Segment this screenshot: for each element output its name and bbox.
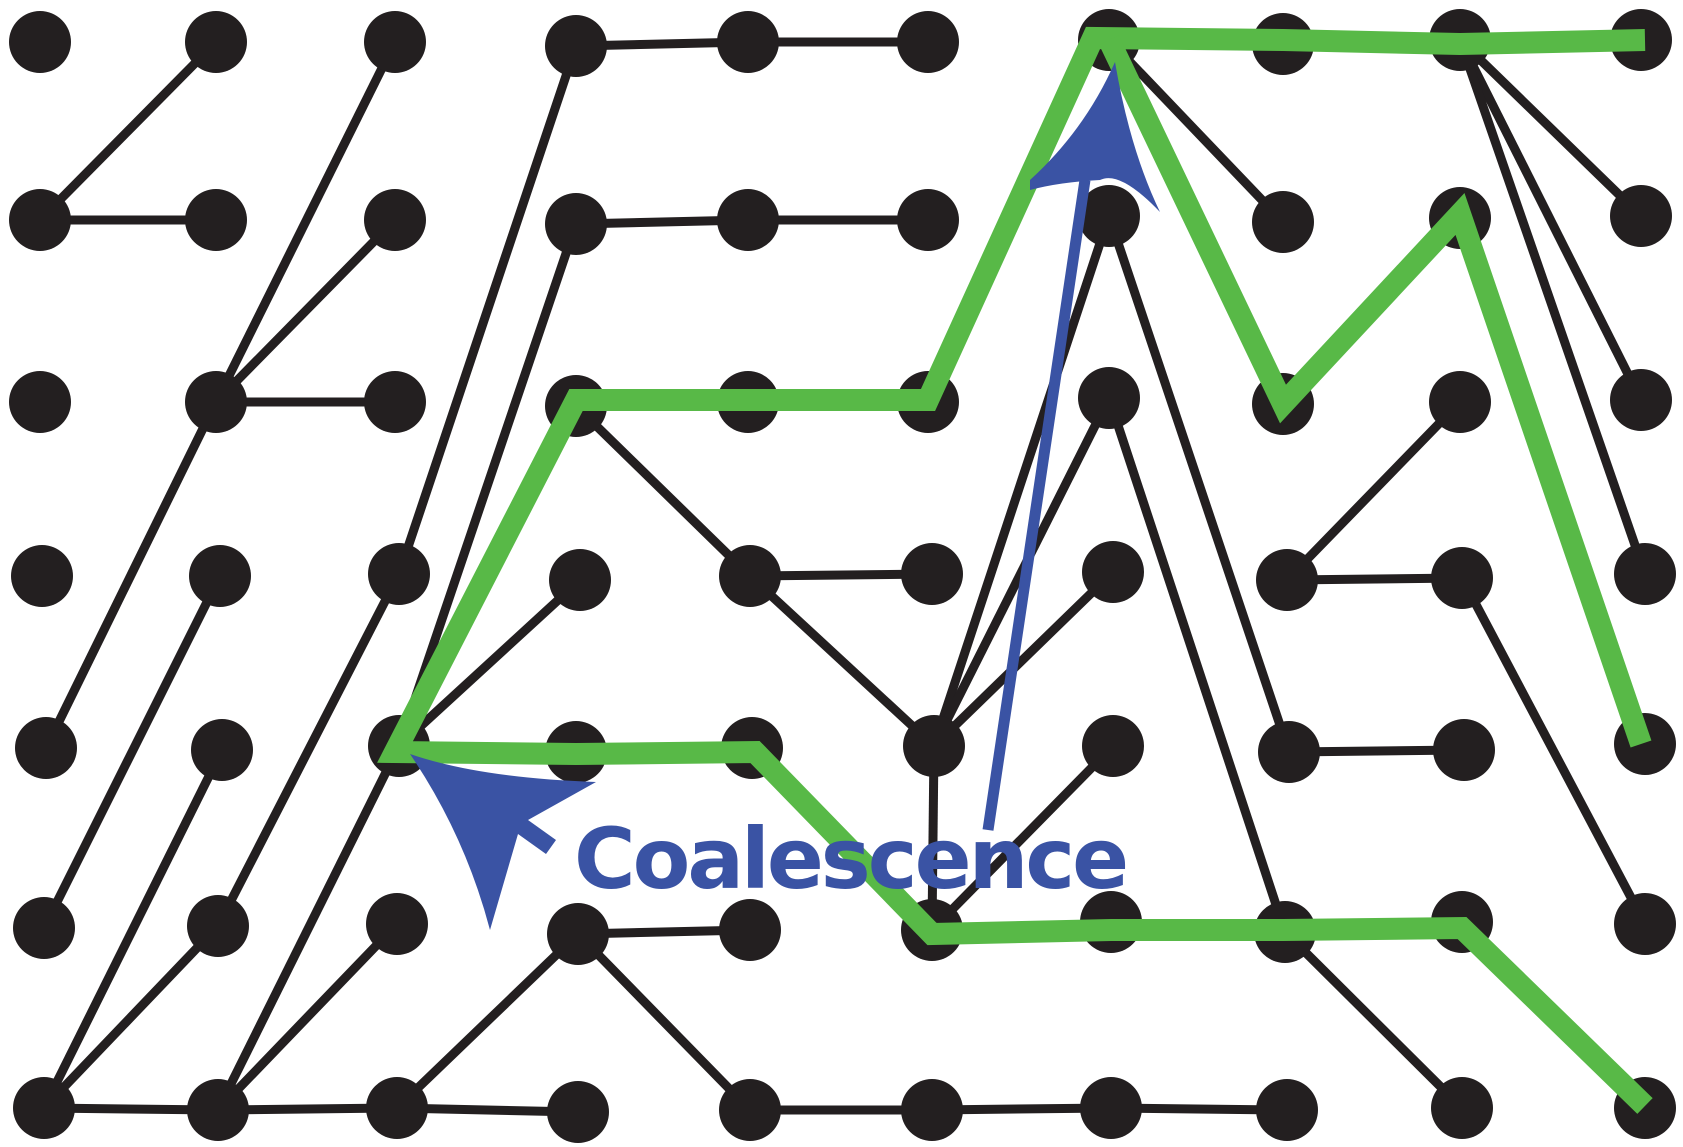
individual-node [1610, 185, 1672, 247]
lineage-edge [40, 922, 222, 1112]
individual-node [903, 715, 965, 777]
individual-node [1258, 721, 1320, 783]
individual-node [13, 897, 75, 959]
individual-node [1433, 719, 1495, 781]
lineage-edge [930, 568, 1117, 750]
coalescence-label: Coalescence [574, 810, 1126, 908]
individual-node [368, 543, 430, 605]
individual-node [1252, 191, 1314, 253]
individual-node [185, 189, 247, 251]
individual-node [545, 15, 607, 77]
individual-node [185, 11, 247, 73]
individual-node [717, 11, 779, 73]
individual-node [1082, 541, 1144, 603]
individual-node [897, 11, 959, 73]
individual-node [901, 1079, 963, 1141]
individual-node [9, 189, 71, 251]
individual-node [1614, 543, 1676, 605]
lineage-edge [212, 216, 399, 406]
lineage-edge [1281, 928, 1466, 1112]
lineage-edge [214, 920, 401, 1114]
lineage-edge [1455, 38, 1650, 576]
lineage-edge [929, 214, 1114, 748]
lineage-edge [39, 573, 225, 931]
lineage-edge [394, 222, 581, 748]
lineage-edge [36, 38, 220, 224]
individual-node [364, 371, 426, 433]
individual-node [1080, 1077, 1142, 1139]
individual-node [1078, 367, 1140, 429]
lineage-edge [395, 576, 584, 750]
individual-node [1082, 715, 1144, 777]
individual-node [1256, 1079, 1318, 1141]
individual-node [189, 545, 251, 607]
individual-node [547, 1081, 609, 1143]
lineage-edge [394, 44, 581, 576]
individual-node [1431, 547, 1493, 609]
individual-node [547, 903, 609, 965]
lineage-edge [41, 400, 221, 750]
individual-node [364, 11, 426, 73]
individual-node [364, 189, 426, 251]
individual-node [366, 893, 428, 955]
lineage-edge [1104, 214, 1294, 754]
individual-node [1256, 549, 1318, 611]
individual-node [901, 543, 963, 605]
highlighted-lineages [377, 26, 1653, 1114]
lineage-edge [211, 39, 400, 405]
individual-node [549, 549, 611, 611]
individual-node [717, 189, 779, 251]
lineage-edge [746, 572, 938, 750]
lineage-edge [39, 747, 227, 1111]
individual-node [9, 371, 71, 433]
coalescence-arrow-up [982, 179, 1091, 831]
individual-node [1431, 1077, 1493, 1139]
individual-node [545, 193, 607, 255]
arrowhead-up-icon [1030, 62, 1160, 212]
individual-node [185, 371, 247, 433]
individual-node [1614, 893, 1676, 955]
lineage-edge [393, 930, 582, 1112]
individual-node [719, 1079, 781, 1141]
lineage-edge [213, 571, 404, 929]
lineage-edge [213, 743, 404, 1113]
individual-node [191, 719, 253, 781]
individual-node [11, 545, 73, 607]
lineage-edge [1104, 396, 1290, 934]
individual-node [366, 1077, 428, 1139]
lineage-edge [1283, 398, 1464, 584]
individual-node [187, 895, 249, 957]
lineage-edge [928, 742, 1117, 934]
arrowhead-curve-icon [410, 754, 596, 930]
highlighted-lineage [1099, 35, 1652, 748]
lineage-edge [572, 402, 754, 580]
individual-node [15, 717, 77, 779]
individual-node [187, 1079, 249, 1141]
lineage-edge [1458, 575, 1649, 927]
individual-node [13, 1077, 75, 1139]
individual-node [719, 899, 781, 961]
individual-node [1610, 369, 1672, 431]
individual-node [1078, 185, 1140, 247]
individual-node [1429, 371, 1491, 433]
individual-node [897, 189, 959, 251]
individual-node [9, 11, 71, 73]
lineage-edge [1456, 36, 1645, 220]
coalescence-arrows [410, 62, 1160, 930]
lineage-edge [574, 930, 754, 1114]
lineage-edges [36, 36, 1650, 1117]
individual-node [719, 545, 781, 607]
lineage-edge [1105, 36, 1287, 226]
highlighted-lineage [377, 26, 1653, 1114]
lineage-edge [1455, 37, 1646, 403]
